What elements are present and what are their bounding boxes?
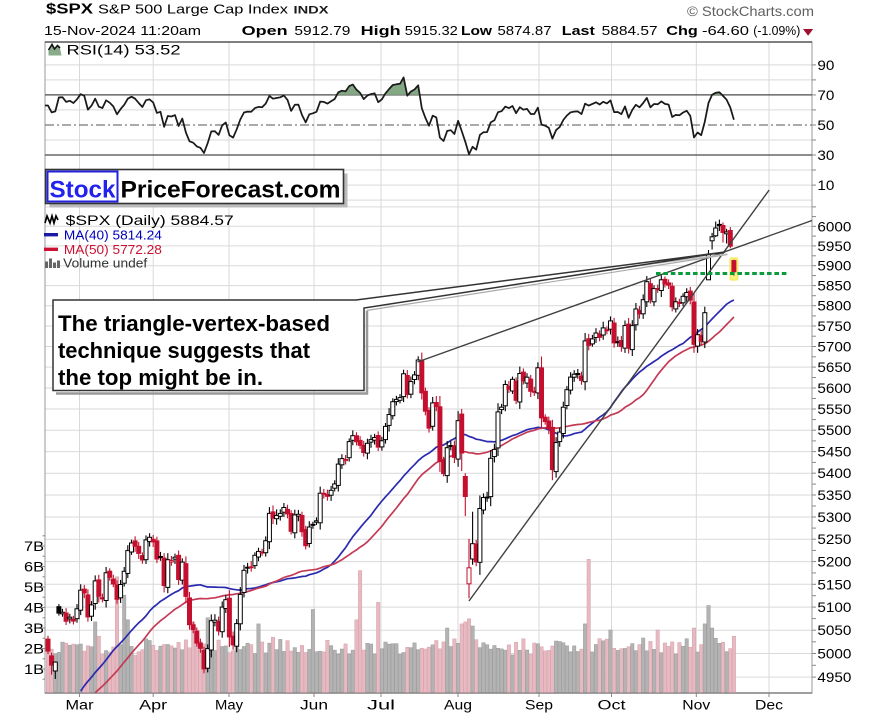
svg-text:(-1.09%): (-1.09%) — [753, 24, 800, 38]
svg-text:Mar: Mar — [66, 698, 95, 713]
svg-text:7B: 7B — [24, 538, 44, 554]
svg-text:Jul: Jul — [367, 698, 395, 713]
svg-text:5300: 5300 — [817, 509, 851, 525]
svg-text:6000: 6000 — [817, 218, 851, 234]
svg-text:Jun: Jun — [300, 698, 328, 713]
svg-text:5800: 5800 — [817, 298, 851, 314]
svg-text:Aug: Aug — [444, 698, 472, 713]
svg-text:MA(50) 5772.28: MA(50) 5772.28 — [64, 243, 162, 257]
svg-text:50: 50 — [817, 117, 834, 133]
svg-text:Oct: Oct — [598, 698, 626, 713]
svg-text:May: May — [215, 698, 243, 713]
svg-text:6B: 6B — [24, 559, 44, 575]
svg-text:Apr: Apr — [139, 698, 168, 713]
svg-text:5750: 5750 — [817, 318, 851, 334]
svg-text:30: 30 — [817, 147, 834, 163]
svg-text:Volume undef: Volume undef — [63, 257, 148, 271]
svg-text:5874.87: 5874.87 — [498, 24, 552, 38]
svg-text:the top might be in.: the top might be in. — [58, 365, 263, 390]
svg-text:technique suggests that: technique suggests that — [58, 338, 311, 363]
svg-text:5650: 5650 — [817, 359, 851, 375]
svg-text:$SPX: $SPX — [46, 1, 93, 18]
svg-text:5600: 5600 — [817, 380, 851, 396]
svg-text:Sep: Sep — [525, 698, 553, 713]
svg-text:5850: 5850 — [817, 278, 851, 294]
svg-text:High: High — [361, 24, 401, 38]
svg-text:Nov: Nov — [682, 698, 710, 713]
svg-text:5150: 5150 — [817, 576, 851, 592]
svg-text:5884.57: 5884.57 — [602, 24, 658, 38]
svg-text:5100: 5100 — [817, 599, 851, 615]
svg-text:5B: 5B — [24, 579, 44, 595]
svg-text:5912.79: 5912.79 — [294, 24, 350, 38]
svg-text:S&P 500 Large Cap Index: S&P 500 Large Cap Index — [98, 2, 289, 17]
svg-text:Stock: Stock — [50, 177, 117, 204]
svg-text:Open: Open — [242, 24, 288, 38]
svg-text:4950: 4950 — [817, 669, 851, 685]
svg-text:-64.60: -64.60 — [702, 24, 749, 38]
svg-text:10: 10 — [817, 177, 834, 193]
svg-text:2B: 2B — [24, 641, 44, 657]
svg-text:PriceForecast.com: PriceForecast.com — [121, 177, 341, 204]
svg-text:Chg: Chg — [666, 24, 698, 38]
svg-text:1B: 1B — [24, 661, 44, 677]
svg-text:5250: 5250 — [817, 531, 851, 547]
svg-text:5915.32: 5915.32 — [405, 24, 458, 38]
svg-text:5900: 5900 — [817, 258, 851, 274]
svg-text:70: 70 — [817, 87, 834, 103]
svg-text:5050: 5050 — [817, 622, 851, 638]
svg-text:5450: 5450 — [817, 444, 851, 460]
svg-text:Low: Low — [461, 24, 492, 38]
svg-text:5550: 5550 — [817, 401, 851, 417]
svg-text:90: 90 — [817, 57, 834, 73]
svg-text:$SPX (Daily) 5884.57: $SPX (Daily) 5884.57 — [66, 212, 234, 228]
svg-text:Dec: Dec — [755, 698, 783, 713]
svg-text:3B: 3B — [24, 620, 44, 636]
svg-text:© StockCharts.com: © StockCharts.com — [687, 3, 814, 19]
svg-text:5350: 5350 — [817, 487, 851, 503]
svg-text:INDX: INDX — [294, 5, 330, 17]
svg-text:5200: 5200 — [817, 554, 851, 570]
svg-text:5950: 5950 — [817, 238, 851, 254]
svg-text:5500: 5500 — [817, 422, 851, 438]
svg-text:RSI(14) 53.52: RSI(14) 53.52 — [67, 43, 181, 58]
svg-text:5700: 5700 — [817, 339, 851, 355]
svg-text:Last: Last — [562, 24, 596, 38]
svg-text:MA(40) 5814.24: MA(40) 5814.24 — [64, 229, 162, 243]
svg-text:15-Nov-2024 11:20am: 15-Nov-2024 11:20am — [44, 24, 201, 38]
svg-text:The triangle-vertex-based: The triangle-vertex-based — [58, 311, 330, 336]
svg-text:5400: 5400 — [817, 465, 851, 481]
svg-text:5000: 5000 — [817, 646, 851, 662]
svg-text:4B: 4B — [24, 600, 44, 616]
